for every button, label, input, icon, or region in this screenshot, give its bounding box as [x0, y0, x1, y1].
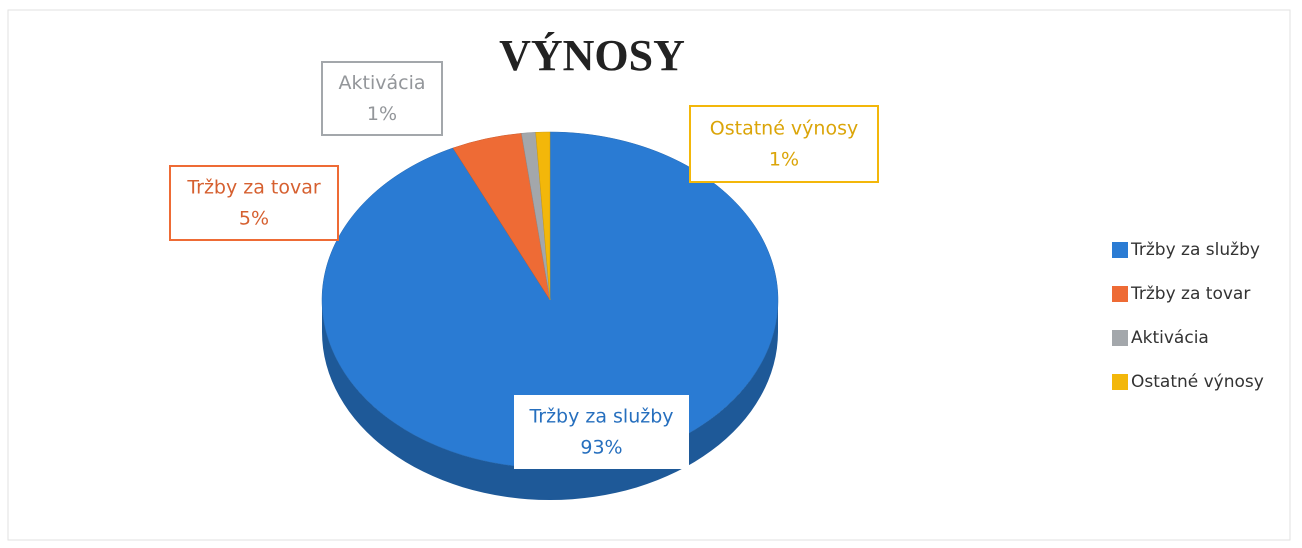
- data-label-value: 1%: [769, 149, 799, 171]
- legend-swatch: [1112, 330, 1128, 346]
- legend-label: Tržby za služby: [1130, 240, 1260, 260]
- data-label-box: [321, 61, 443, 136]
- chart-title: VÝNOSY: [499, 31, 685, 80]
- data-label-name: Tržby za služby: [528, 406, 673, 428]
- legend-label: Tržby za tovar: [1130, 284, 1250, 304]
- legend-label: Ostatné výnosy: [1131, 372, 1264, 392]
- data-label-box: [514, 395, 689, 469]
- data-label-box: [169, 165, 339, 241]
- data-label-name: Tržby za tovar: [186, 177, 321, 199]
- data-label-name: Aktivácia: [339, 72, 426, 94]
- data-label-name: Ostatné výnosy: [710, 118, 858, 140]
- data-label-value: 5%: [239, 208, 269, 230]
- legend-swatch: [1112, 242, 1128, 258]
- data-label-box: [689, 105, 879, 183]
- data-label-value: 93%: [580, 437, 622, 459]
- data-label-value: 1%: [367, 103, 397, 125]
- legend-label: Aktivácia: [1131, 328, 1209, 348]
- pie-slice: [535, 131, 551, 301]
- legend-swatch: [1112, 374, 1128, 390]
- legend-swatch: [1112, 286, 1128, 302]
